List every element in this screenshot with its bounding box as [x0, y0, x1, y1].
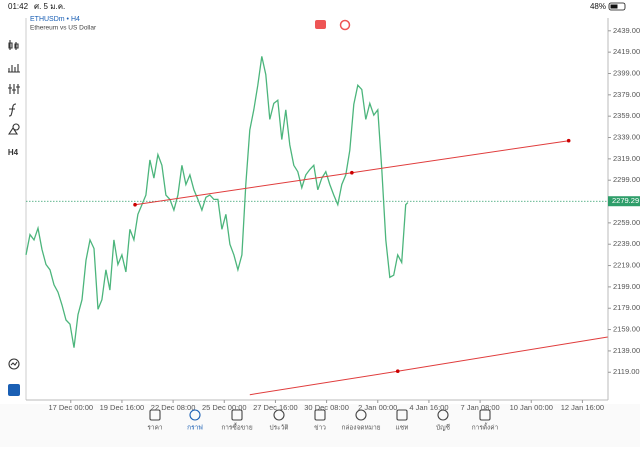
tool-crosshair-line — [10, 361, 18, 366]
y-tick-label: 2139.00 — [613, 346, 640, 355]
y-tick-label: 2359.00 — [613, 111, 640, 120]
trendline-anchor[interactable] — [395, 369, 400, 373]
current-price-box — [608, 196, 640, 207]
symbol-title: ETHUSDm • H4 — [30, 16, 80, 23]
y-tick-label: 2419.00 — [613, 47, 640, 56]
nav-icon[interactable] — [437, 409, 449, 421]
x-tick-label: 7 Jan 08:00 — [460, 403, 499, 412]
sell-icon[interactable] — [315, 20, 326, 29]
nav-label[interactable]: การซื้อขาย — [221, 423, 252, 432]
tool-indicators[interactable] — [8, 64, 20, 73]
tool-trade[interactable] — [8, 384, 20, 396]
nav-label[interactable]: ข่าว — [314, 425, 326, 432]
nav-label[interactable]: แชท — [396, 425, 409, 432]
y-tick-label: 2399.00 — [613, 68, 640, 77]
y-tick-label: 2239.00 — [613, 239, 640, 248]
timeframe-button[interactable]: H4 — [8, 148, 19, 157]
tool-objects[interactable] — [7, 123, 20, 135]
nav-icon[interactable] — [396, 409, 408, 421]
y-tick-label: 2439.00 — [613, 26, 640, 35]
x-tick-label: 17 Dec 00:00 — [48, 403, 93, 412]
x-tick-label: 4 Jan 16:00 — [409, 403, 448, 412]
current-price-label: 2279.29 — [612, 196, 639, 205]
x-tick-label: 10 Jan 00:00 — [510, 403, 553, 412]
nav-icon[interactable] — [314, 409, 326, 421]
y-tick-label: 2319.00 — [613, 154, 640, 163]
trendline-anchor[interactable] — [566, 138, 571, 143]
nav-label[interactable]: การตั้งค่า — [472, 423, 499, 432]
x-tick-label: 30 Dec 08:00 — [304, 403, 349, 412]
nav-icon[interactable] — [355, 409, 367, 421]
y-tick-label: 2299.00 — [613, 175, 640, 184]
y-tick-label: 2379.00 — [613, 90, 640, 99]
y-tick-label: 2179.00 — [613, 303, 640, 312]
trendline-anchor[interactable] — [350, 170, 354, 175]
x-tick-label: 12 Jan 16:00 — [561, 403, 604, 412]
status-battery: 48% — [590, 2, 606, 11]
buy-icon[interactable] — [339, 19, 351, 31]
nav-icon[interactable] — [273, 409, 285, 421]
trendline — [249, 336, 608, 396]
status-date: ศ. 5 ม.ค. — [34, 2, 65, 11]
nav-label[interactable]: ราคา — [147, 425, 162, 432]
x-tick-label: 27 Dec 16:00 — [253, 403, 298, 412]
x-tick-label: 25 Dec 00:00 — [202, 403, 247, 412]
nav-icon[interactable] — [231, 409, 243, 421]
y-tick-label: 2339.00 — [613, 132, 640, 141]
x-tick-label: 19 Dec 16:00 — [100, 403, 145, 412]
tool-functions[interactable] — [8, 103, 17, 117]
price-line — [25, 56, 409, 348]
tool-settings[interactable] — [8, 84, 20, 94]
nav-icon[interactable] — [149, 409, 161, 421]
battery-level — [610, 4, 618, 9]
y-tick-label: 2159.00 — [613, 325, 640, 334]
trendline-anchor[interactable] — [133, 202, 137, 207]
x-tick-label: 22 Dec 08:00 — [151, 403, 196, 412]
y-tick-label: 2219.00 — [613, 261, 640, 270]
nav-icon[interactable] — [479, 409, 491, 421]
nav-label[interactable]: บัญชี — [436, 424, 451, 432]
nav-label[interactable]: ประวัติ — [270, 424, 289, 432]
tool-candles[interactable] — [8, 40, 19, 50]
nav-icon[interactable] — [189, 409, 201, 421]
battery-icon — [608, 2, 626, 11]
tool-crosshair[interactable] — [8, 358, 20, 370]
y-tick-label: 2259.00 — [613, 218, 640, 227]
x-tick-label: 2 Jan 00:00 — [358, 403, 397, 412]
nav-label[interactable]: กราฟ — [187, 425, 203, 432]
status-time: 01:42 — [8, 2, 29, 11]
y-tick-label: 2119.00 — [613, 367, 640, 376]
nav-label[interactable]: กล่องจดหมาย — [341, 425, 380, 432]
symbol-subtitle: Ethereum vs US Dollar — [30, 25, 97, 32]
y-tick-label: 2199.00 — [613, 282, 640, 291]
nav-bar — [0, 404, 640, 447]
